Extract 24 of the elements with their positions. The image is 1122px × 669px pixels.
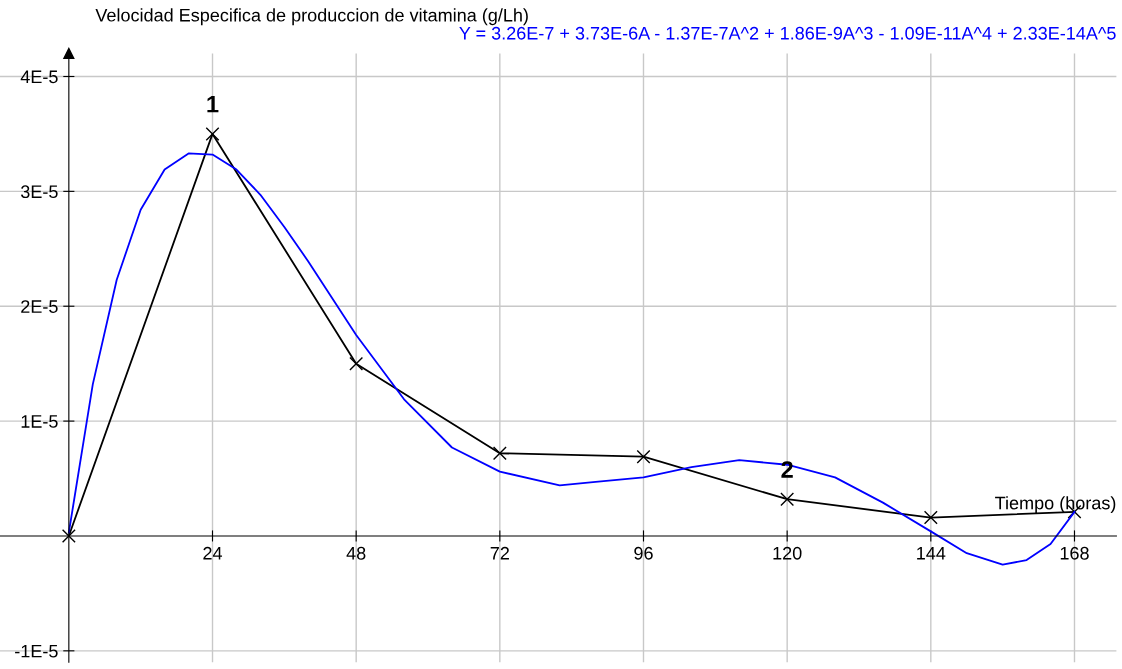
x-tick-label: 96 xyxy=(634,546,653,560)
x-tick-label: 144 xyxy=(917,547,946,560)
y-tick-label: 4E-5 xyxy=(20,70,58,84)
annotation: 1 xyxy=(207,96,219,113)
point xyxy=(780,492,795,507)
point xyxy=(492,446,507,461)
x-tick-label: 24 xyxy=(203,546,223,560)
y-tick-label: 2E-5 xyxy=(21,300,58,313)
x-tick-label: 120 xyxy=(773,546,802,560)
text: Y = 3.26E-7 + 3.73E-6A - 1.37E-7A^2 + 1.86E-9A^3 - 1.09E-11A^4 + 2.33E-14A^5 xyxy=(459,26,1116,40)
x-tick-label: 168 xyxy=(1060,546,1089,560)
point xyxy=(636,449,651,464)
x-tick-label: 48 xyxy=(346,546,366,560)
point xyxy=(923,510,938,525)
point xyxy=(205,126,220,141)
point xyxy=(349,356,364,371)
y-tick-label: -1E-5 xyxy=(15,644,58,658)
chart-title: Velocidad Especifica de produccion de vitamina (g/Lh) xyxy=(95,8,528,26)
y-tick-label: 3E-5 xyxy=(20,185,58,199)
x-axis-title: Tiempo (horas) xyxy=(995,496,1116,513)
x-tick-label: 72 xyxy=(490,546,509,560)
y-tick-label: 1E-5 xyxy=(21,415,58,428)
annotation: 2 xyxy=(781,461,793,478)
point xyxy=(61,529,76,543)
